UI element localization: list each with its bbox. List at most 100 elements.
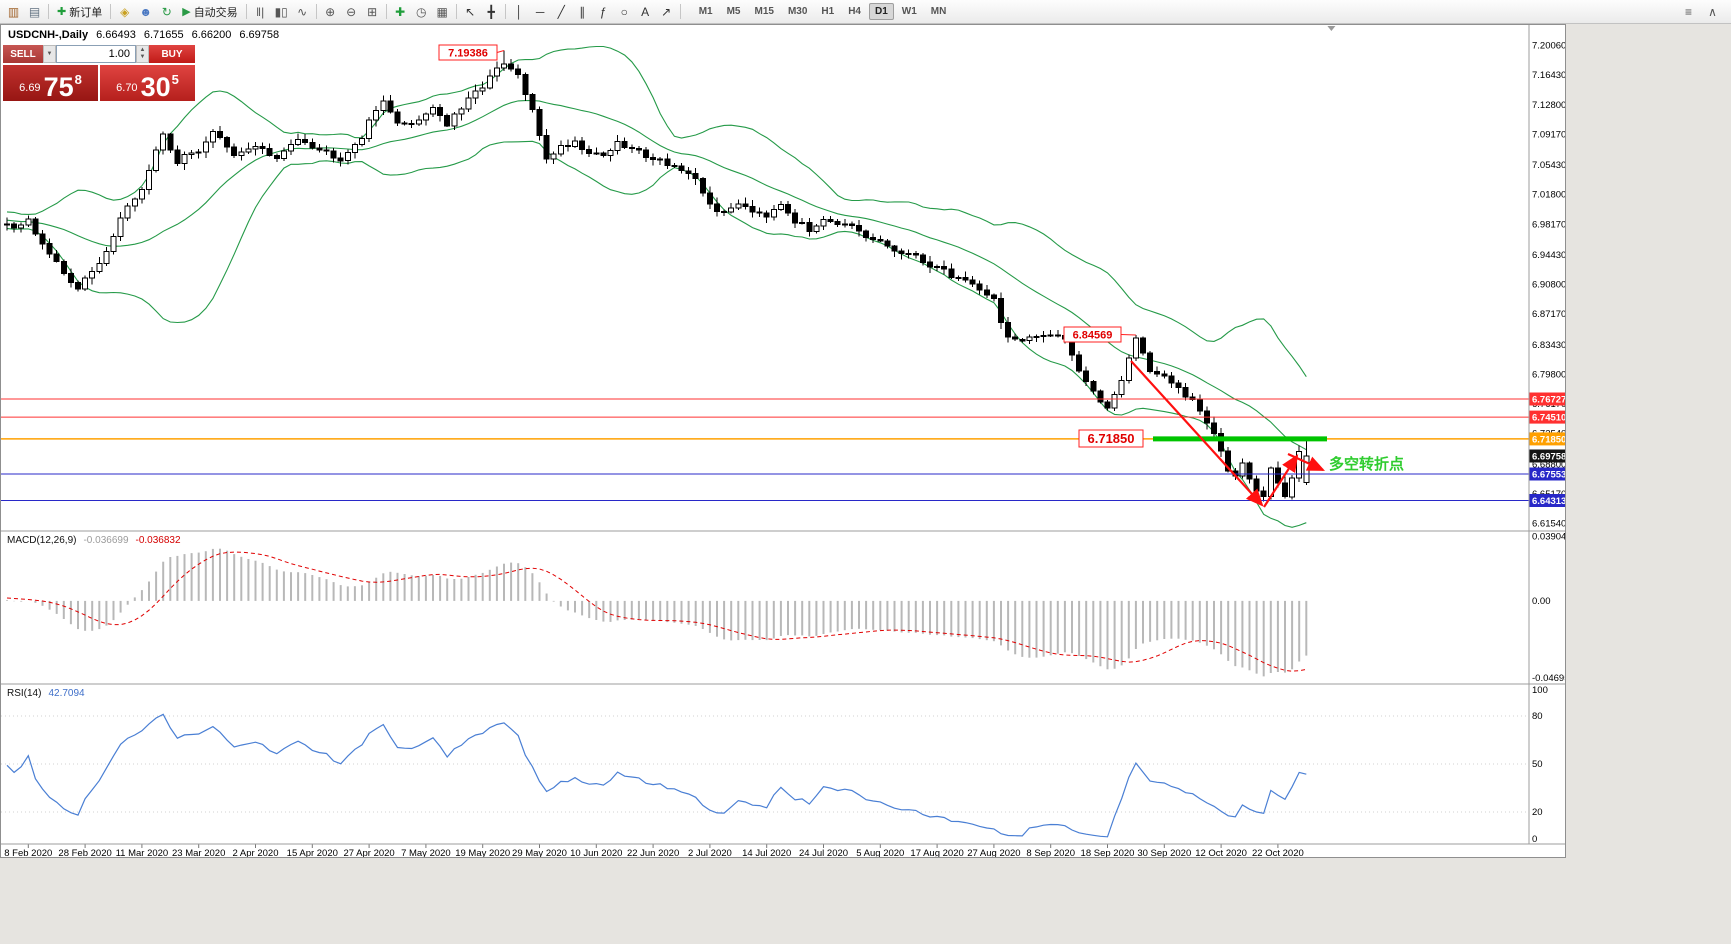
market-icon[interactable]: ◈	[114, 2, 135, 21]
trendline-icon[interactable]: ╱	[551, 2, 572, 21]
chart-profiles-icon[interactable]: ▤	[24, 2, 45, 21]
text-icon[interactable]: A	[635, 2, 656, 21]
lot-spin-up-icon[interactable]: ▲	[139, 47, 146, 54]
svg-text:6.83430: 6.83430	[1532, 340, 1565, 351]
time-axis[interactable]: 8 Feb 2020 28 Feb 2020 11 Mar 2020 23 Mar 2…	[4, 844, 1304, 857]
bar-chart-icon[interactable]: ‖|	[250, 2, 271, 21]
cursor-icon-glyph: ↖	[465, 4, 476, 19]
candles-chart-icon[interactable]: ▮▯	[271, 2, 292, 21]
timeframe-m1-button[interactable]: M1	[698, 6, 713, 17]
timeframe-m15-button[interactable]: M15	[754, 6, 774, 17]
lot-spin-down-icon[interactable]: ▼	[139, 54, 146, 60]
new-order-glyph: ✚	[57, 6, 67, 18]
tile-windows-icon[interactable]: ⊞	[362, 2, 383, 21]
shapes-icon[interactable]: ○	[614, 2, 635, 21]
channel-icon[interactable]: ∥	[572, 2, 593, 21]
toolbar-right: ≡ ∧	[1678, 2, 1728, 21]
bid-price-pip: 8	[74, 72, 82, 87]
trend-arrow-1[interactable]	[1130, 360, 1264, 507]
community-icon-glyph: ☻	[139, 4, 153, 19]
trend-arrow-3[interactable]	[1287, 452, 1326, 472]
rsi-name: RSI(14)	[7, 688, 42, 699]
auto-trading-button[interactable]: ▶ 自动交易	[177, 2, 242, 21]
svg-text:7.12800: 7.12800	[1532, 100, 1565, 111]
toolbar-separator	[245, 4, 247, 19]
new-chart-icon[interactable]: ▥	[3, 2, 24, 21]
fibonacci-icon-glyph: ƒ	[599, 4, 607, 19]
svg-text:10 Jun 2020: 10 Jun 2020	[570, 848, 622, 857]
add-indicator-icon[interactable]: ✚	[390, 2, 411, 21]
timeframe-w1-button[interactable]: W1	[901, 6, 917, 17]
chart-canvas[interactable]: 7.19386 6.84569 6.71850 多空转折点 7.20060 7.16430…	[1, 25, 1565, 857]
buy-button[interactable]: BUY	[149, 45, 195, 63]
price-tag-6.76727[interactable]: 6.76727	[1529, 392, 1566, 406]
ask-price-button[interactable]: 6.70 30 5	[100, 65, 195, 101]
svg-text:6.64313: 6.64313	[1532, 496, 1565, 507]
svg-text:22 Jun 2020: 22 Jun 2020	[627, 848, 679, 857]
new-order-button[interactable]: ✚ 新订单	[52, 2, 107, 21]
toolbar-separator	[385, 4, 387, 19]
svg-text:6.76727: 6.76727	[1532, 395, 1565, 406]
timeframe-m30-button[interactable]: M30	[787, 6, 808, 17]
toolbar-menu-icon-glyph: ≡	[1684, 4, 1692, 19]
price-callout-6.84569[interactable]: 6.84569	[1063, 326, 1136, 343]
arrows-icon-glyph: ↗	[661, 4, 672, 19]
timeframe-m5-button[interactable]: M5	[726, 6, 741, 17]
templates-icon[interactable]: ▦	[432, 2, 453, 21]
vertical-line-icon[interactable]: │	[509, 2, 530, 21]
arrows-icon[interactable]: ↗	[656, 2, 677, 21]
crosshair-icon-glyph: ╋	[487, 4, 495, 19]
trend-arrow-2[interactable]	[1263, 454, 1299, 508]
price-callout-6.71850[interactable]: 6.71850	[1078, 429, 1144, 448]
timeframe-h1-button[interactable]: H1	[821, 6, 835, 17]
horizontal-line-icon[interactable]: ─	[530, 2, 551, 21]
cn-annotation-text[interactable]: 多空转折点	[1329, 455, 1404, 473]
timeframe-h4-button[interactable]: H4	[848, 6, 861, 17]
bid-price-button[interactable]: 6.69 75 8	[3, 65, 98, 101]
price-tag-6.71850[interactable]: 6.71850	[1529, 432, 1566, 446]
price-tag-6.69758[interactable]: 6.69758	[1529, 449, 1566, 463]
zoom-out-icon[interactable]: ⊖	[341, 2, 362, 21]
price-tag-6.64313[interactable]: 6.64313	[1529, 494, 1566, 507]
timeframe-d1-button[interactable]: D1	[869, 3, 894, 20]
chart-shift-marker[interactable]	[1327, 26, 1336, 31]
one-click-trading-panel: SELL ▼ 1.00 ▲ ▼ BUY 6.69 75 8 6.70 30 5	[3, 45, 195, 101]
rsi-value: 42.7094	[48, 688, 85, 699]
candles-layer	[4, 50, 1310, 502]
svg-text:6.94430: 6.94430	[1532, 250, 1565, 261]
horizontal-line-icon-glyph: ─	[535, 4, 545, 19]
svg-text:6.71850: 6.71850	[1532, 434, 1565, 445]
periods-icon[interactable]: ◷	[411, 2, 432, 21]
timeframe-mn-button[interactable]: MN	[930, 6, 947, 17]
toolbar-menu-icon[interactable]: ≡	[1678, 2, 1699, 21]
zoom-in-icon[interactable]: ⊕	[320, 2, 341, 21]
toolbar: ▥ ▤ ✚ 新订单 ◈ ☻ ↻ ▶ 自动交易 ‖| ▮▯ ∿ ⊕ ⊖ ⊞ ✚ ◷ ▦ ↖ ╋ │ ─ ╱ ∥ ƒ ○ A ↗ M1 M…	[0, 0, 1731, 24]
cursor-icon[interactable]: ↖	[460, 2, 481, 21]
fibonacci-icon[interactable]: ƒ	[593, 2, 614, 21]
add-indicator-icon-glyph: ✚	[395, 4, 406, 19]
svg-text:30 Sep 2020: 30 Sep 2020	[1137, 848, 1191, 857]
svg-text:6.90800: 6.90800	[1532, 280, 1565, 291]
sell-options-caret-icon[interactable]: ▼	[43, 45, 56, 63]
toolbar-separator	[679, 4, 681, 19]
toolbar-collapse-icon[interactable]: ∧	[1702, 2, 1723, 21]
rsi-indicator-label: RSI(14) 42.7094	[7, 688, 85, 699]
refresh-icon[interactable]: ↻	[156, 2, 177, 21]
macd-histogram	[6, 548, 1308, 677]
lot-size-input[interactable]: 1.00	[56, 45, 136, 63]
ask-price-big: 30	[140, 71, 171, 102]
lot-spinner[interactable]: ▲ ▼	[136, 45, 149, 63]
svg-text:7.20060: 7.20060	[1532, 41, 1565, 52]
line-chart-icon[interactable]: ∿	[292, 2, 313, 21]
community-icon[interactable]: ☻	[135, 2, 156, 21]
sell-button[interactable]: SELL	[3, 45, 43, 63]
svg-text:11 Mar 2020: 11 Mar 2020	[116, 848, 169, 857]
chart-title-ohlc: USDCNH-,Daily 6.66493 6.71655 6.66200 6.…	[8, 29, 279, 41]
macd-signal-line	[6, 551, 1307, 672]
price-tag-6.74510[interactable]: 6.74510	[1529, 410, 1566, 424]
price-tag-6.67553[interactable]: 6.67553	[1529, 467, 1566, 481]
price-callout-7.19386[interactable]: 7.19386	[438, 44, 505, 61]
crosshair-icon[interactable]: ╋	[481, 2, 502, 21]
market-icon-glyph: ◈	[120, 4, 130, 19]
